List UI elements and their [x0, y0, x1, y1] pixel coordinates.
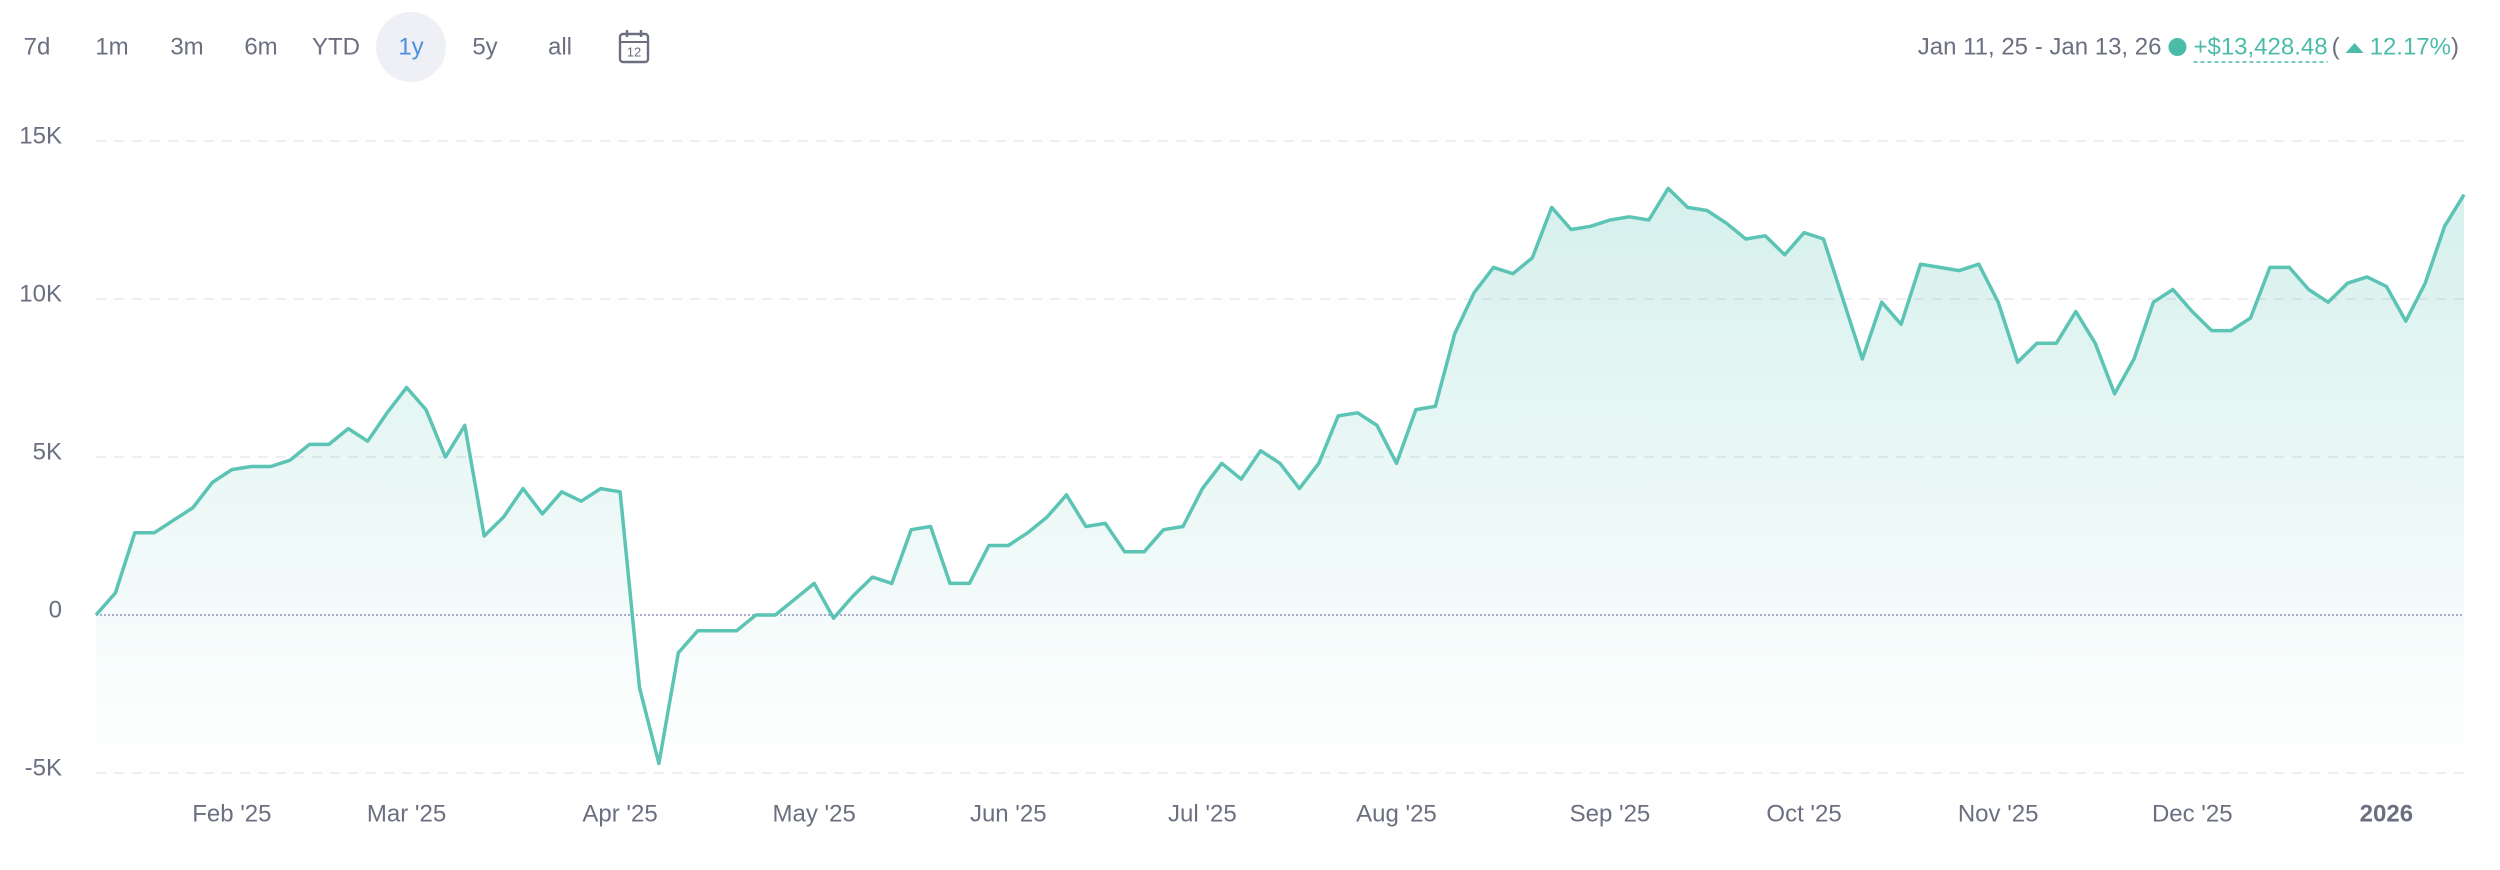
paren: ( — [2332, 33, 2340, 60]
status-dot — [2168, 38, 2187, 56]
line — [94, 186, 2466, 766]
y-tick-label: 5K — [33, 438, 62, 465]
range-button[interactable]: 6m — [244, 33, 277, 60]
up-triangle — [2345, 43, 2364, 53]
x-tick-label: May '25 — [773, 800, 856, 827]
date-range: Jan 11, 25 - Jan 13, 26 — [1918, 33, 2162, 60]
range-button[interactable]: 5y — [472, 33, 497, 60]
calendar-button[interactable]: 12 — [618, 30, 650, 64]
x-tick-label: Sep '25 — [1570, 800, 1651, 827]
percent-change: 12.17% — [2370, 33, 2451, 60]
range-button[interactable]: 3m — [170, 33, 203, 60]
calendar-icon — [618, 32, 650, 64]
x-tick-label: Dec '25 — [2152, 800, 2233, 827]
x-tick-label: Nov '25 — [1958, 800, 2039, 827]
x-tick-label: Aug '25 — [1356, 800, 1437, 827]
range-button[interactable]: 1m — [95, 33, 128, 60]
y-tick-label: 0 — [49, 596, 62, 623]
calendar-day: 12 — [627, 44, 641, 59]
x-tick-label: Jun '25 — [970, 800, 1047, 827]
range-button[interactable]: 7d — [24, 33, 51, 60]
x-tick-label: Apr '25 — [582, 800, 657, 827]
y-tick-label: -5K — [25, 754, 62, 781]
x-tick-label: 2026 — [2360, 800, 2413, 827]
x-tick-label: Jul '25 — [1168, 800, 1237, 827]
range-button[interactable]: YTD — [312, 33, 360, 60]
range-button[interactable]: 1y — [398, 33, 423, 60]
x-tick-label: Mar '25 — [367, 800, 446, 827]
y-tick-label: 15K — [19, 122, 62, 149]
active-range-bg — [376, 12, 446, 82]
value-change: +$13,428.48 — [2193, 33, 2327, 60]
area-fill — [96, 188, 2464, 773]
x-tick-label: Feb '25 — [192, 800, 271, 827]
y-tick-label: 10K — [19, 280, 62, 307]
x-tick-label: Oct '25 — [1766, 800, 1841, 827]
paren: ) — [2451, 33, 2459, 60]
range-button[interactable]: all — [548, 33, 572, 60]
